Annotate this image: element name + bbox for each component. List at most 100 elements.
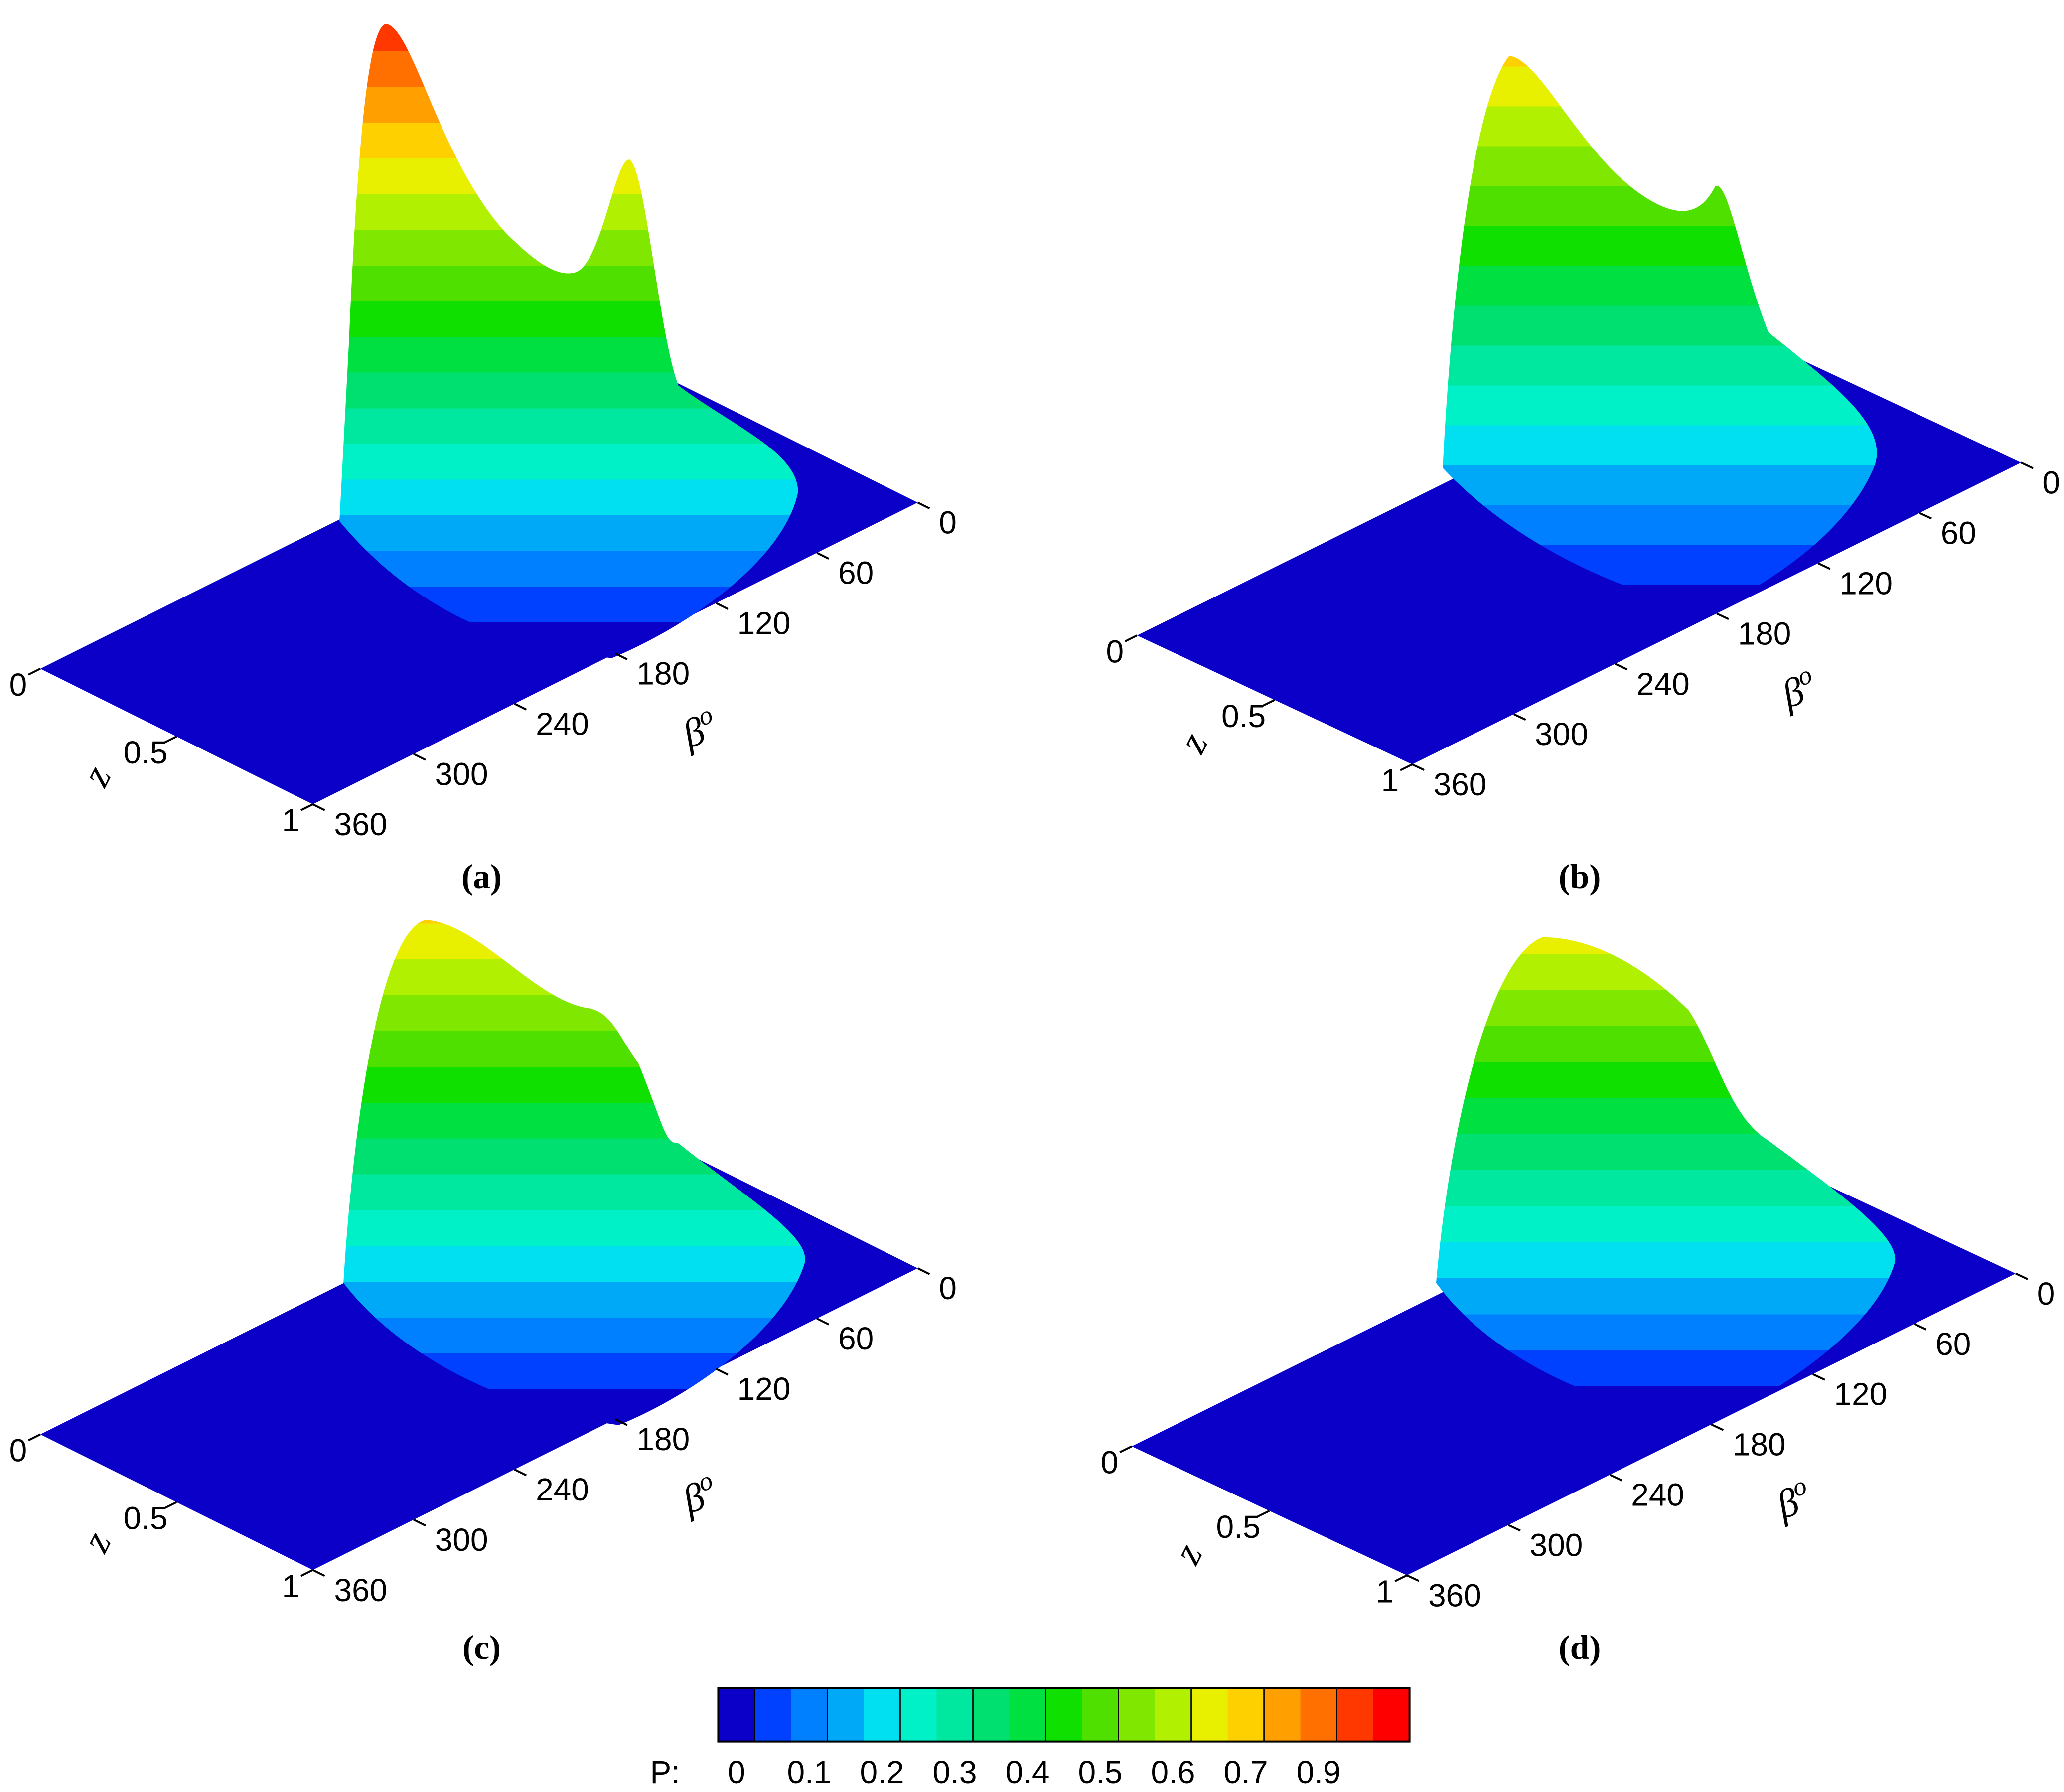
colorbar-band [1118,1688,1156,1742]
colorbar-band [936,1688,974,1742]
surface [339,24,798,658]
surface-a [40,24,918,804]
x-tick-label: 240 [1631,1477,1684,1513]
x-tick-label: 0 [939,1270,957,1306]
x-tick [1615,663,1628,671]
x-tick-label: 120 [1839,565,1893,601]
x-tick [312,803,325,811]
x-tick [716,1368,729,1376]
x-tick-label: 0 [2037,1276,2055,1312]
colorbar-band [1082,1688,1119,1742]
x-tick-label: 300 [435,756,488,792]
colorbar-band [791,1688,828,1742]
colorbar-band [1155,1688,1192,1742]
y-tick [164,1501,177,1509]
surface-b [1137,56,2021,764]
y-tick-label: 0 [9,1433,27,1469]
x-tick [1508,1524,1521,1532]
x-tick-label: 240 [536,706,589,742]
colorbar-band [1336,1688,1374,1742]
y-tick-label: 0.5 [124,735,168,770]
x-tick [1406,1574,1420,1582]
x-tick [917,1267,930,1275]
x-tick-label: 0 [2042,465,2060,501]
colorbar-tick-label: 0.4 [1006,1754,1050,1790]
surface [343,920,805,1425]
y-tick [1124,634,1138,642]
x-tick [2020,461,2034,469]
x-tick [1711,1423,1724,1431]
x-tick [514,1468,527,1477]
x-tick [1412,763,1425,771]
colorbar-tick-label: 0 [728,1754,745,1790]
colorbar-band [718,1688,755,1742]
x-axis-label: βo [674,699,723,757]
x-tick [1817,562,1831,570]
y-tick-label: 1 [282,802,300,838]
x-axis-label: βo [1769,1470,1817,1528]
colorbar-tick-label: 0.6 [1151,1754,1195,1790]
y-tick-label: 1 [282,1568,300,1604]
surface [1436,937,1896,1423]
x-tick-label: 360 [334,1572,387,1608]
colorbar-tick-label: 0.1 [787,1754,831,1790]
x-tick-label: 60 [838,1321,874,1356]
y-tick [1257,1509,1270,1518]
y-tick [28,1433,41,1442]
y-tick-label: 0 [9,667,27,703]
y-tick-label: 1 [1376,1573,1394,1609]
surface-d [1132,937,2016,1576]
y-axis-label: z [73,759,120,793]
x-tick [1919,512,1932,520]
x-tick [1513,713,1526,721]
y-tick [1394,1574,1408,1582]
colorbar-band [1045,1688,1083,1742]
x-tick-label: 120 [1834,1376,1887,1412]
y-axis-label: z [73,1525,120,1559]
x-tick-label: 120 [737,605,791,641]
x-tick-label: 180 [1738,615,1791,651]
x-tick [716,602,729,610]
x-tick-label: 360 [1434,766,1487,802]
x-tick-label: 300 [1535,716,1588,752]
y-tick-label: 0.5 [1216,1509,1260,1545]
y-tick-label: 1 [1381,762,1399,798]
y-tick [300,803,313,811]
x-tick-label: 360 [334,806,387,842]
colorbar-tick-label: 0.2 [860,1754,904,1790]
x-tick [312,1569,325,1577]
colorbar-frame [717,1687,1411,1743]
x-tick [2015,1272,2029,1280]
y-axis-label: z [1165,1537,1211,1571]
colorbar-band [1264,1688,1301,1742]
colorbar-label: P: [650,1754,680,1790]
x-tick [1914,1323,1927,1331]
surface [1443,56,1877,612]
x-tick-label: 240 [536,1472,589,1507]
x-tick [1609,1474,1622,1482]
colorbar-band [864,1688,901,1742]
x-tick-label: 120 [737,1371,791,1407]
panel-caption: (a) [461,858,502,896]
x-tick-label: 60 [1941,515,1976,551]
x-axis-label: βo [1773,659,1822,717]
colorbar-band [1373,1688,1410,1742]
colorbar-band [1009,1688,1046,1742]
x-tick-label: 180 [1733,1427,1786,1463]
x-tick-label: 60 [1935,1326,1971,1362]
colorbar-band [1191,1688,1228,1742]
x-tick [614,652,628,660]
x-axis-label: βo [674,1465,723,1522]
x-tick [1812,1373,1825,1381]
x-tick-label: 240 [1636,666,1690,702]
x-tick [917,501,930,510]
y-tick-label: 0 [1106,633,1124,669]
colorbar-band [754,1688,792,1742]
colorbar-band [1300,1688,1337,1742]
y-tick-label: 0.5 [1221,698,1266,734]
x-tick [413,1518,426,1527]
x-tick-label: 300 [435,1522,488,1558]
y-tick-label: 0.5 [124,1500,168,1536]
y-tick [164,736,177,744]
